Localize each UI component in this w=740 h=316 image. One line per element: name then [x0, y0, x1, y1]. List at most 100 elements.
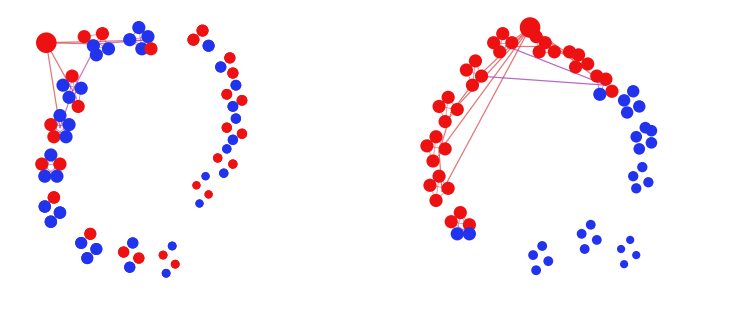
Point — [96, 31, 108, 36]
Point — [215, 64, 226, 70]
Point — [190, 183, 202, 188]
Point — [633, 104, 645, 109]
Point — [54, 113, 66, 118]
Point — [169, 262, 181, 267]
Point — [236, 131, 248, 136]
Point — [427, 159, 439, 164]
Point — [78, 34, 90, 39]
Point — [466, 83, 478, 88]
Point — [430, 198, 442, 203]
Point — [440, 146, 451, 151]
Point — [445, 219, 457, 224]
Point — [118, 250, 130, 255]
Point — [433, 174, 445, 179]
Point — [621, 110, 633, 115]
Point — [194, 201, 206, 206]
Point — [618, 98, 630, 103]
Point — [103, 46, 115, 51]
Point — [221, 92, 232, 97]
Point — [75, 86, 87, 91]
Point — [84, 231, 96, 236]
Point — [645, 128, 657, 133]
Point — [203, 192, 215, 197]
Point — [90, 52, 102, 58]
Point — [145, 46, 157, 51]
Point — [127, 240, 138, 246]
Point — [576, 231, 588, 236]
Point — [200, 174, 212, 179]
Point — [221, 146, 232, 151]
Point — [133, 256, 145, 261]
Point — [531, 34, 542, 39]
Point — [221, 125, 232, 130]
Point — [166, 243, 178, 248]
Point — [476, 74, 488, 79]
Point — [227, 137, 239, 142]
Point — [41, 40, 53, 45]
Point — [630, 134, 642, 139]
Point — [124, 37, 135, 42]
Point — [39, 204, 51, 209]
Point — [430, 134, 442, 139]
Point — [494, 49, 505, 54]
Point — [579, 246, 591, 252]
Point — [642, 180, 654, 185]
Point — [573, 52, 585, 58]
Point — [221, 125, 232, 130]
Point — [60, 134, 72, 139]
Point — [84, 231, 96, 236]
Point — [127, 240, 138, 246]
Point — [424, 183, 436, 188]
Point — [218, 171, 229, 176]
Point — [90, 246, 102, 252]
Point — [124, 265, 135, 270]
Point — [81, 256, 93, 261]
Point — [524, 25, 536, 30]
Point — [75, 240, 87, 246]
Point — [227, 104, 239, 109]
Point — [57, 83, 69, 88]
Point — [161, 271, 172, 276]
Point — [630, 252, 642, 258]
Point — [51, 174, 63, 179]
Point — [594, 92, 606, 97]
Point — [227, 161, 239, 167]
Point — [460, 68, 472, 73]
Point — [230, 83, 242, 88]
Point — [81, 256, 93, 261]
Point — [63, 95, 75, 100]
Point — [203, 43, 215, 48]
Point — [585, 222, 596, 227]
Point — [230, 116, 242, 121]
Point — [236, 98, 248, 103]
Point — [633, 146, 645, 151]
Point — [45, 219, 57, 224]
Point — [615, 246, 627, 252]
Point — [54, 210, 66, 215]
Point — [230, 116, 242, 121]
Point — [463, 231, 475, 236]
Point — [630, 186, 642, 191]
Point — [54, 210, 66, 215]
Point — [433, 104, 445, 109]
Point — [166, 243, 178, 248]
Point — [463, 222, 475, 227]
Point — [190, 183, 202, 188]
Point — [63, 122, 75, 127]
Point — [224, 55, 236, 60]
Point — [636, 165, 648, 170]
Point — [564, 49, 576, 54]
Point — [221, 92, 232, 97]
Point — [45, 219, 57, 224]
Point — [645, 140, 657, 145]
Point — [582, 61, 593, 66]
Point — [224, 55, 236, 60]
Point — [542, 258, 554, 264]
Point — [451, 231, 463, 236]
Point — [203, 192, 215, 197]
Point — [221, 146, 232, 151]
Point — [39, 204, 51, 209]
Point — [73, 104, 84, 109]
Point — [203, 43, 215, 48]
Point — [470, 58, 482, 64]
